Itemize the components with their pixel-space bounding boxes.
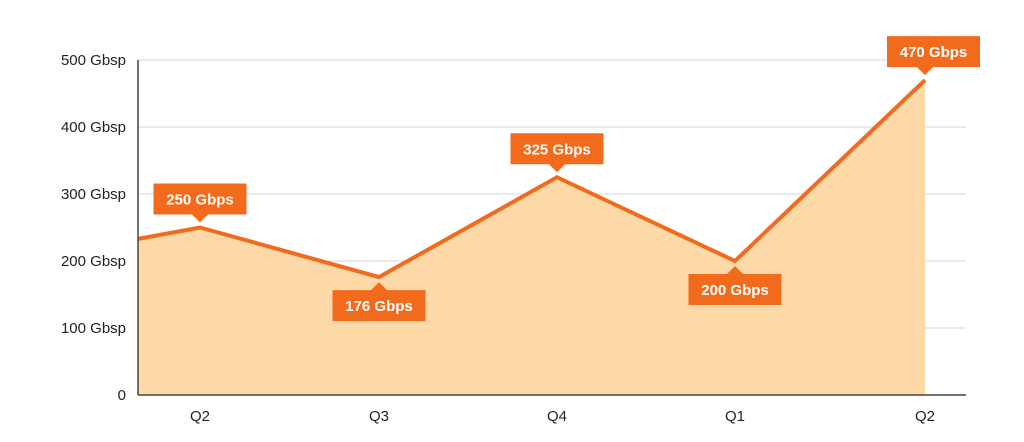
x-tick-label: Q2	[915, 408, 935, 425]
y-tick-label: 200 Gbsp	[61, 253, 126, 270]
data-label-text: 470 Gbps	[900, 44, 968, 61]
data-label-box	[153, 183, 247, 223]
data-label-text: 325 Gbps	[523, 141, 591, 158]
data-label: 250 Gbps	[153, 183, 247, 223]
data-label-box	[887, 36, 980, 76]
axes	[137, 60, 966, 396]
data-label-text: 176 Gbps	[345, 298, 413, 315]
x-tick-label: Q3	[369, 408, 389, 425]
data-label-box	[332, 282, 426, 322]
x-tick-label: Q1	[725, 408, 745, 425]
y-tick-label: 100 Gbsp	[61, 320, 126, 337]
data-label-text: 250 Gbps	[166, 192, 234, 209]
data-label-box	[688, 266, 782, 305]
y-tick-label: 400 Gbsp	[61, 119, 126, 136]
data-label-box	[510, 133, 604, 173]
data-labels: 250 Gbps 176 Gbps 325 Gbps 200 Gbps 470 Gbps	[153, 36, 980, 322]
y-axis-ticks: 0 100 Gbsp 200 Gbsp 300 Gbsp 400 Gbsp 500 Gbs…	[61, 52, 126, 404]
data-label: 470 Gbps	[887, 36, 980, 76]
y-tick-label: 300 Gbsp	[61, 186, 126, 203]
data-label-text: 200 Gbps	[701, 282, 769, 299]
x-axis-ticks: Q2 Q3 Q4 Q1 Q2	[190, 408, 935, 425]
x-tick-label: Q4	[547, 408, 567, 425]
series-line	[137, 78, 927, 280]
x-tick-label: Q2	[190, 408, 210, 425]
y-tick-label: 500 Gbsp	[61, 52, 126, 69]
y-tick-label: 0	[118, 387, 126, 404]
data-label: 176 Gbps	[332, 282, 426, 322]
data-label: 325 Gbps	[510, 133, 604, 173]
data-label: 200 Gbps	[688, 266, 782, 305]
